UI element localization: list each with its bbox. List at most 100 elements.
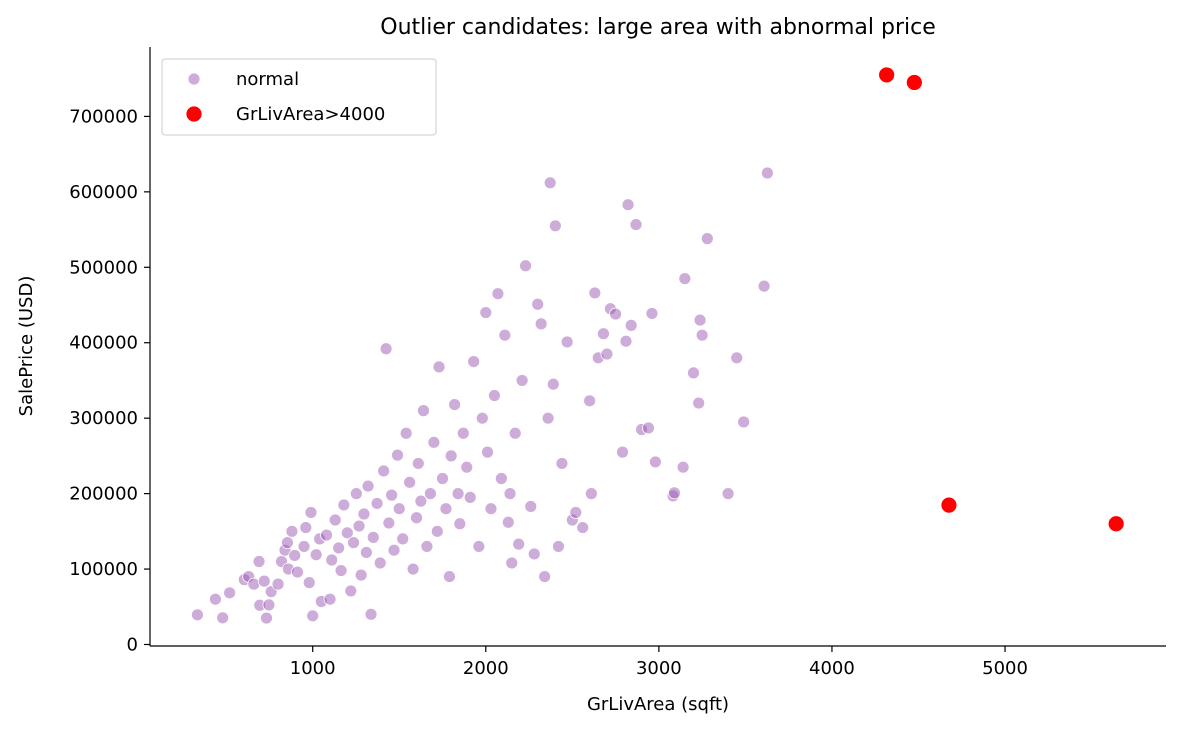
x-tick-label: 2000 bbox=[463, 658, 509, 679]
normal-point bbox=[299, 521, 313, 534]
normal-point bbox=[524, 500, 538, 513]
normal-point bbox=[191, 608, 204, 622]
y-tick-label: 100000 bbox=[69, 559, 138, 580]
normal-point bbox=[410, 511, 423, 525]
legend-marker-outlier bbox=[185, 105, 203, 123]
normal-point bbox=[364, 607, 378, 621]
normal-point bbox=[281, 536, 294, 550]
normal-point bbox=[357, 507, 371, 521]
normal-point bbox=[320, 528, 333, 542]
normal-point bbox=[436, 472, 449, 485]
normal-point bbox=[354, 568, 368, 582]
normal-point bbox=[223, 586, 237, 600]
normal-point bbox=[451, 487, 465, 501]
normal-point bbox=[588, 286, 602, 300]
normal-point bbox=[503, 487, 517, 501]
normal-point bbox=[472, 540, 486, 553]
normal-point bbox=[406, 562, 420, 576]
normal-point bbox=[512, 537, 526, 551]
normal-point bbox=[359, 546, 373, 559]
normal-point bbox=[534, 317, 548, 331]
normal-point bbox=[399, 426, 413, 440]
normal-point bbox=[576, 521, 590, 534]
normal-point bbox=[649, 455, 662, 469]
normal-point bbox=[687, 366, 700, 380]
normal-point bbox=[548, 219, 562, 233]
normal-point bbox=[583, 394, 597, 408]
normal-point bbox=[624, 318, 638, 332]
y-tick-label: 0 bbox=[127, 634, 138, 655]
normal-point bbox=[584, 487, 598, 501]
normal-point bbox=[377, 464, 391, 478]
normal-point bbox=[417, 404, 430, 418]
normal-point bbox=[352, 519, 366, 533]
normal-point bbox=[297, 540, 311, 553]
normal-point bbox=[396, 532, 410, 546]
x-tick-label: 4000 bbox=[809, 658, 855, 679]
normal-point bbox=[370, 497, 384, 510]
y-tick-label: 400000 bbox=[69, 333, 138, 354]
normal-point bbox=[304, 506, 318, 519]
normal-point bbox=[349, 487, 363, 501]
legend-label-outlier: GrLivArea>4000 bbox=[236, 104, 385, 125]
points-layer bbox=[191, 66, 1125, 625]
x-axis-label: GrLivArea (sqft) bbox=[587, 694, 729, 715]
normal-point bbox=[423, 487, 437, 501]
normal-point bbox=[552, 540, 565, 553]
normal-point bbox=[392, 502, 406, 516]
normal-point bbox=[560, 335, 574, 349]
normal-point bbox=[288, 549, 302, 562]
normal-point bbox=[555, 457, 569, 470]
normal-point bbox=[760, 166, 774, 180]
normal-point bbox=[432, 360, 446, 374]
outlier-point bbox=[878, 66, 896, 84]
normal-point bbox=[414, 494, 428, 508]
normal-point bbox=[391, 448, 404, 462]
normal-point bbox=[332, 541, 346, 555]
normal-point bbox=[420, 540, 434, 553]
normal-point bbox=[609, 307, 622, 321]
normal-point bbox=[695, 328, 709, 342]
normal-point bbox=[481, 445, 494, 459]
normal-point bbox=[260, 611, 273, 625]
normal-point bbox=[730, 351, 744, 365]
normal-point bbox=[642, 421, 655, 435]
normal-point bbox=[501, 515, 515, 529]
normal-point bbox=[668, 486, 681, 500]
y-tick-label: 600000 bbox=[69, 182, 138, 203]
outlier-point bbox=[940, 496, 958, 514]
normal-point bbox=[430, 524, 444, 538]
normal-point bbox=[484, 502, 498, 516]
normal-point bbox=[328, 513, 342, 527]
normal-point bbox=[527, 547, 541, 561]
normal-point bbox=[491, 287, 505, 301]
normal-point bbox=[366, 530, 380, 544]
normal-point bbox=[427, 435, 441, 449]
normal-point bbox=[209, 592, 222, 606]
normal-point bbox=[385, 488, 399, 502]
normal-point bbox=[347, 536, 360, 550]
normal-point bbox=[693, 313, 707, 327]
normal-point bbox=[323, 592, 337, 606]
x-tick-label: 3000 bbox=[636, 658, 682, 679]
normal-point bbox=[340, 526, 354, 540]
legend: normal GrLivArea>4000 bbox=[161, 58, 437, 136]
normal-point bbox=[475, 411, 489, 425]
normal-point bbox=[257, 574, 271, 588]
normal-point bbox=[543, 176, 557, 190]
y-ticks: 0 100000 200000 300000 400000 500000 600000 700… bbox=[69, 106, 150, 655]
normal-point bbox=[403, 475, 417, 489]
normal-point bbox=[379, 342, 393, 356]
normal-point bbox=[467, 355, 481, 368]
normal-point bbox=[546, 377, 560, 391]
normal-point bbox=[387, 543, 401, 557]
normal-point bbox=[692, 396, 706, 410]
x-tick-label: 5000 bbox=[982, 658, 1028, 679]
normal-point bbox=[676, 460, 690, 474]
y-tick-label: 700000 bbox=[69, 106, 138, 127]
normal-point bbox=[700, 232, 714, 246]
normal-point bbox=[645, 307, 659, 320]
normal-point bbox=[494, 472, 508, 485]
normal-point bbox=[337, 498, 351, 512]
